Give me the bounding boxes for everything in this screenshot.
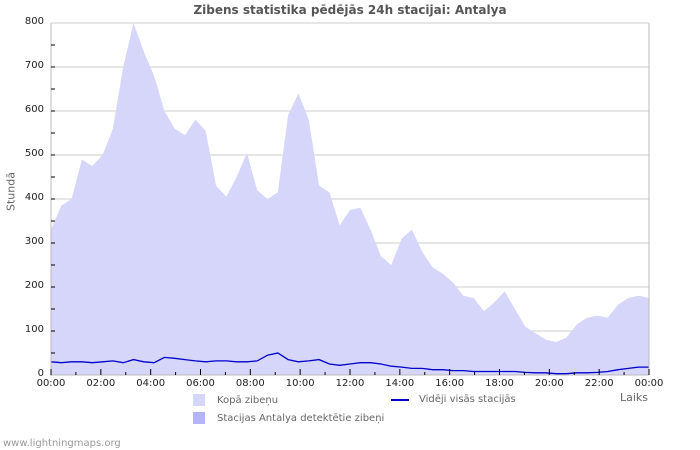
y-tick-label: 600 bbox=[24, 104, 44, 115]
legend-station: Stacijas Antalya detektētie zibeņi bbox=[193, 412, 384, 424]
y-tick-label: 800 bbox=[24, 16, 44, 27]
x-tick-label: 18:00 bbox=[485, 378, 514, 389]
legend-station-label: Stacijas Antalya detektētie zibeņi bbox=[217, 412, 385, 424]
y-axis-label: Stundā bbox=[4, 172, 18, 211]
x-tick-label: 04:00 bbox=[136, 378, 166, 389]
x-tick-label: 12:00 bbox=[335, 378, 365, 389]
x-tick-label: 22:00 bbox=[584, 378, 614, 389]
x-tick-label: 00:00 bbox=[36, 378, 66, 389]
chart-title: Zibens statistika pēdējās 24h stacijai: … bbox=[193, 3, 507, 17]
legend-average-swatch bbox=[391, 398, 409, 401]
x-tick-label: 00:00 bbox=[634, 378, 664, 389]
y-tick-label: 200 bbox=[24, 280, 44, 291]
x-tick-label: 02:00 bbox=[86, 378, 116, 389]
y-tick-label: 400 bbox=[24, 192, 44, 203]
legend-station-swatch bbox=[193, 412, 205, 424]
y-tick-label: 100 bbox=[24, 324, 44, 335]
x-tick-label: 20:00 bbox=[534, 378, 564, 389]
x-tick-label: 06:00 bbox=[186, 378, 215, 389]
x-axis-label: Laiks bbox=[620, 391, 649, 404]
legend-total-label: Kopā zibeņu bbox=[217, 394, 279, 406]
y-tick-label: 700 bbox=[24, 60, 44, 71]
legend-average: Vidēji visās stacijās bbox=[391, 394, 516, 405]
legend-total-swatch bbox=[193, 394, 205, 406]
x-tick-label: 10:00 bbox=[285, 378, 315, 389]
legend-total: Kopā zibeņu bbox=[193, 394, 278, 406]
total-lightning-area bbox=[51, 23, 649, 375]
y-tick-label: 300 bbox=[24, 236, 44, 247]
footer-link[interactable]: www.lightningmaps.org bbox=[3, 438, 121, 449]
x-tick-label: 08:00 bbox=[235, 378, 265, 389]
x-tick-label: 16:00 bbox=[435, 378, 465, 389]
y-tick-label: 0 bbox=[37, 368, 44, 379]
x-tick-label: 14:00 bbox=[385, 378, 415, 389]
axes bbox=[50, 22, 650, 376]
legend-average-label: Vidēji visās stacijās bbox=[419, 394, 516, 405]
y-tick-label: 500 bbox=[24, 148, 44, 159]
